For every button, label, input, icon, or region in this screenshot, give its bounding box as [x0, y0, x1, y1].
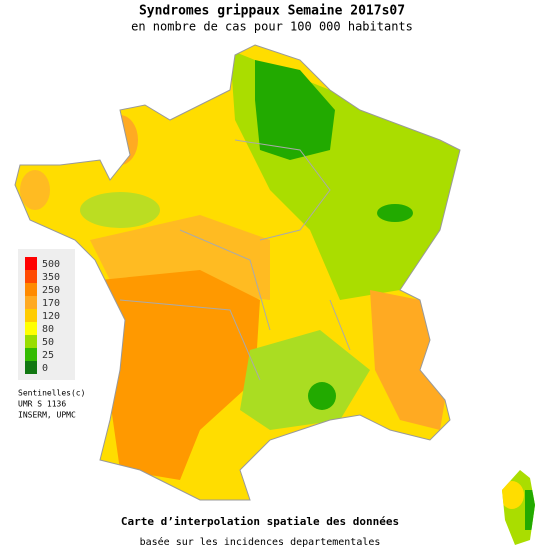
credits: Sentinelles(c) UMR S 1136 INSERM, UPMC	[18, 389, 85, 420]
credit-line: INSERM, UPMC	[18, 411, 76, 420]
corsica	[502, 470, 535, 545]
legend-label: 25	[42, 350, 54, 361]
legend-swatch	[25, 296, 37, 309]
credit-line: Sentinelles(c)	[18, 389, 85, 398]
legend-swatch	[25, 361, 37, 374]
legend-label: 170	[42, 298, 60, 309]
credit-line: UMR S 1136	[18, 400, 66, 409]
legend-swatch	[25, 322, 37, 335]
legend-label: 50	[42, 337, 54, 348]
legend-label: 80	[42, 324, 54, 335]
footer-subtitle: basée sur les incidences departementales	[140, 536, 381, 548]
legend-swatch	[25, 257, 37, 270]
legend-swatch	[25, 283, 37, 296]
border	[14, 44, 461, 501]
footer-title: Carte d’interpolation spatiale des donné…	[121, 515, 399, 528]
subtitle: en nombre de cas pour 100 000 habitants	[131, 20, 413, 34]
legend-label: 500	[42, 259, 60, 270]
legend-swatch	[25, 348, 37, 361]
legend-swatch	[25, 335, 37, 348]
region-borders	[119, 139, 351, 381]
legend-label: 350	[42, 272, 60, 283]
legend-label: 120	[42, 311, 60, 322]
legend-label: 250	[42, 285, 60, 296]
legend-swatch	[25, 270, 37, 283]
title: Syndromes grippaux Semaine 2017s07	[139, 4, 405, 19]
legend-label: 0	[42, 363, 48, 374]
legend-swatch	[25, 309, 37, 322]
